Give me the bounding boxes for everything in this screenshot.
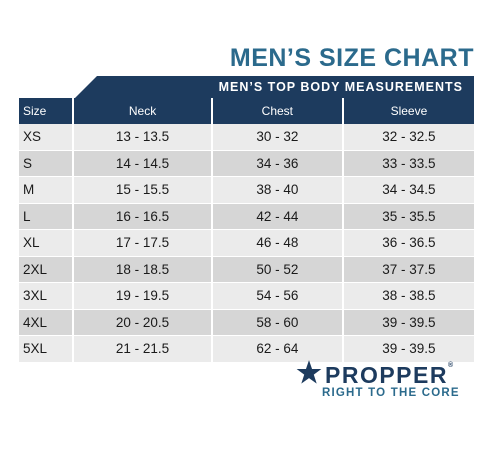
cell-neck: 21 - 21.5 bbox=[72, 336, 211, 363]
cell-chest: 62 - 64 bbox=[210, 336, 342, 363]
cell-size: L bbox=[19, 203, 73, 230]
table-row: S 14 - 14.5 34 - 36 33 - 33.5 bbox=[19, 150, 474, 177]
cell-sleeve: 35 - 35.5 bbox=[341, 203, 474, 230]
cell-neck: 15 - 15.5 bbox=[72, 177, 211, 204]
cell-chest: 54 - 56 bbox=[210, 283, 342, 310]
cell-sleeve: 38 - 38.5 bbox=[341, 283, 474, 310]
cell-neck: 16 - 16.5 bbox=[72, 203, 211, 230]
cell-neck: 18 - 18.5 bbox=[72, 256, 211, 283]
cell-neck: 14 - 14.5 bbox=[72, 150, 211, 177]
cell-sleeve: 39 - 39.5 bbox=[341, 336, 474, 363]
cell-size: XS bbox=[19, 124, 73, 151]
cell-chest: 38 - 40 bbox=[210, 177, 342, 204]
table-row: 2XL 18 - 18.5 50 - 52 37 - 37.5 bbox=[19, 256, 474, 283]
table-row: XS 13 - 13.5 30 - 32 32 - 32.5 bbox=[19, 124, 474, 151]
size-table: Size Neck Chest Sleeve XS 13 - 13.5 30 -… bbox=[19, 98, 474, 363]
logo-wordmark: PROPPER® bbox=[325, 362, 454, 388]
cell-sleeve: 39 - 39.5 bbox=[341, 309, 474, 336]
cell-sleeve: 36 - 36.5 bbox=[341, 230, 474, 257]
cell-chest: 34 - 36 bbox=[210, 150, 342, 177]
cell-neck: 20 - 20.5 bbox=[72, 309, 211, 336]
table-row: 4XL 20 - 20.5 58 - 60 39 - 39.5 bbox=[19, 309, 474, 336]
cell-chest: 42 - 44 bbox=[210, 203, 342, 230]
cell-size: S bbox=[19, 150, 73, 177]
cell-sleeve: 32 - 32.5 bbox=[341, 124, 474, 151]
cell-chest: 46 - 48 bbox=[210, 230, 342, 257]
page-title: MEN’S SIZE CHART bbox=[229, 44, 474, 72]
table-row: 5XL 21 - 21.5 62 - 64 39 - 39.5 bbox=[19, 336, 474, 363]
registered-mark: ® bbox=[447, 362, 454, 369]
cell-neck: 19 - 19.5 bbox=[72, 283, 211, 310]
table-row: 3XL 19 - 19.5 54 - 56 38 - 38.5 bbox=[19, 283, 474, 310]
table-row: L 16 - 16.5 42 - 44 35 - 35.5 bbox=[19, 203, 474, 230]
cell-chest: 30 - 32 bbox=[210, 124, 342, 151]
cell-size: 2XL bbox=[19, 256, 73, 283]
cell-sleeve: 33 - 33.5 bbox=[341, 150, 474, 177]
header-size: Size bbox=[19, 98, 73, 124]
cell-chest: 58 - 60 bbox=[210, 309, 342, 336]
table-row: M 15 - 15.5 38 - 40 34 - 34.5 bbox=[19, 177, 474, 204]
cell-neck: 13 - 13.5 bbox=[72, 124, 211, 151]
cell-sleeve: 37 - 37.5 bbox=[341, 256, 474, 283]
cell-size: XL bbox=[19, 230, 73, 257]
star-icon bbox=[296, 360, 322, 384]
cell-size: M bbox=[19, 177, 73, 204]
header-chest: Chest bbox=[210, 98, 342, 124]
cell-size: 5XL bbox=[19, 336, 73, 363]
table-header-row: Size Neck Chest Sleeve bbox=[19, 98, 474, 124]
propper-logo: PROPPER® RIGHT TO THE CORE bbox=[295, 360, 475, 402]
header-neck: Neck bbox=[72, 98, 211, 124]
cell-size: 3XL bbox=[19, 283, 73, 310]
header-sleeve: Sleeve bbox=[341, 98, 474, 124]
measurements-banner: MEN’S TOP BODY MEASUREMENTS bbox=[75, 76, 474, 98]
cell-sleeve: 34 - 34.5 bbox=[341, 177, 474, 204]
cell-size: 4XL bbox=[19, 309, 73, 336]
cell-neck: 17 - 17.5 bbox=[72, 230, 211, 257]
banner-label: MEN’S TOP BODY MEASUREMENTS bbox=[218, 80, 463, 94]
cell-chest: 50 - 52 bbox=[210, 256, 342, 283]
table-row: XL 17 - 17.5 46 - 48 36 - 36.5 bbox=[19, 230, 474, 257]
logo-tagline: RIGHT TO THE CORE bbox=[322, 387, 460, 399]
